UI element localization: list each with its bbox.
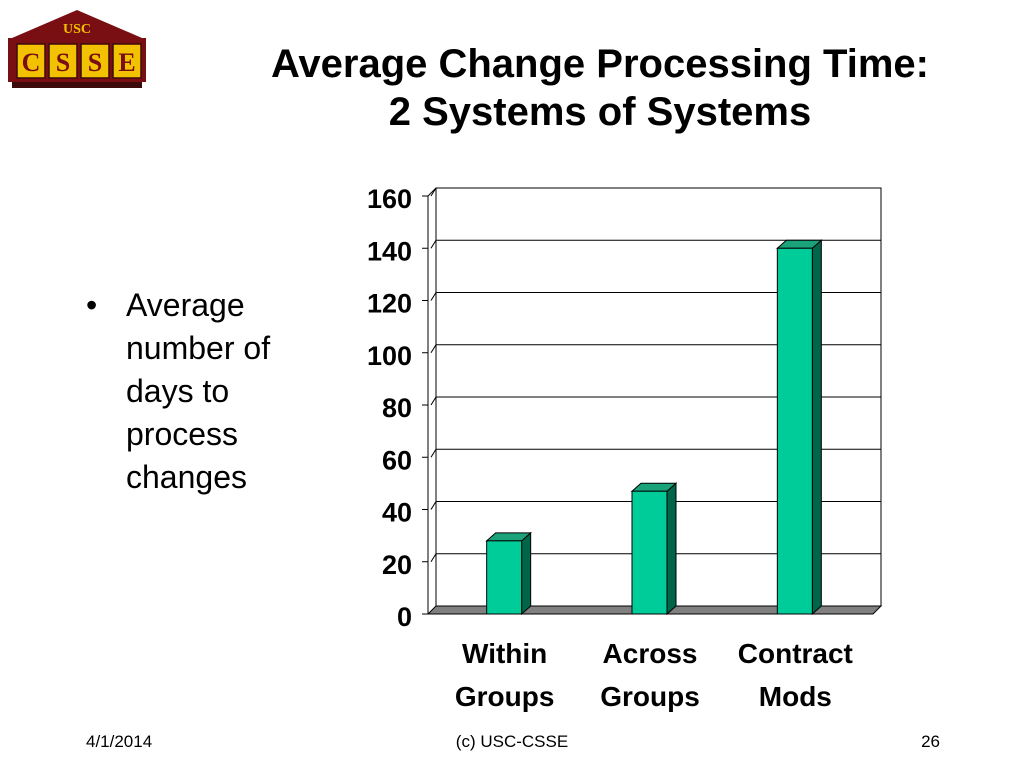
logo-letter: E [118, 48, 135, 77]
side-wall-top-edge [427, 187, 437, 197]
logo-letter-box [112, 43, 142, 79]
gridline-side [430, 292, 437, 301]
logo-letter: C [22, 48, 41, 77]
y-tick-label: 120 [367, 289, 412, 319]
gridline-side [430, 239, 437, 249]
gridline-side [430, 396, 437, 406]
footer-date: 4/1/2014 [86, 732, 153, 751]
logo-base [12, 82, 142, 88]
bar [776, 239, 823, 616]
y-tick-label: 160 [367, 184, 412, 214]
bar-front [631, 490, 668, 615]
x-category-label: Groups [455, 681, 555, 712]
y-tick-label: 20 [382, 550, 412, 580]
bullet-dot: • [86, 287, 98, 323]
bar-side [521, 531, 532, 616]
x-category-label: Within [462, 638, 547, 669]
bullet-text: Average number of days to process change… [126, 287, 271, 495]
logo-roof [12, 10, 142, 38]
y-tick-label: 40 [382, 498, 412, 528]
logo-letter-box [48, 43, 78, 79]
footer-copyright: (c) USC-CSSE [455, 732, 569, 751]
bar-front [486, 540, 523, 615]
gridline-side [430, 344, 437, 354]
gridline-side [430, 501, 437, 510]
footer-page-number: 26 [921, 732, 940, 751]
slide-title-line-1: Average Change Processing Time: [270, 42, 929, 86]
x-category-label: Mods [759, 681, 832, 712]
y-tick-label: 0 [397, 602, 412, 632]
gridline-side [430, 448, 437, 458]
bar [485, 531, 532, 616]
logo-letter: S [56, 48, 70, 77]
logo-letter-box [80, 43, 110, 79]
y-tick-label: 100 [367, 341, 412, 371]
x-category-label: Contract [738, 638, 853, 669]
bar-front [776, 247, 813, 615]
bar-side [666, 482, 677, 616]
slide-title-line-2: 2 Systems of Systems [388, 90, 812, 134]
slide-title: Average Change Processing Time: 2 System… [180, 40, 1020, 136]
x-category-label: Across [603, 638, 698, 669]
bar [630, 482, 678, 616]
logo-letter: S [88, 48, 102, 77]
x-category-label: Groups [600, 681, 700, 712]
y-tick-label: 140 [367, 236, 412, 266]
logo-usc-text: USC [63, 22, 91, 37]
gridline-side [430, 553, 437, 563]
logo-letter-box [16, 43, 46, 79]
y-tick-label: 60 [382, 445, 412, 475]
y-tick-label: 80 [382, 393, 412, 423]
bar-side [811, 239, 822, 616]
